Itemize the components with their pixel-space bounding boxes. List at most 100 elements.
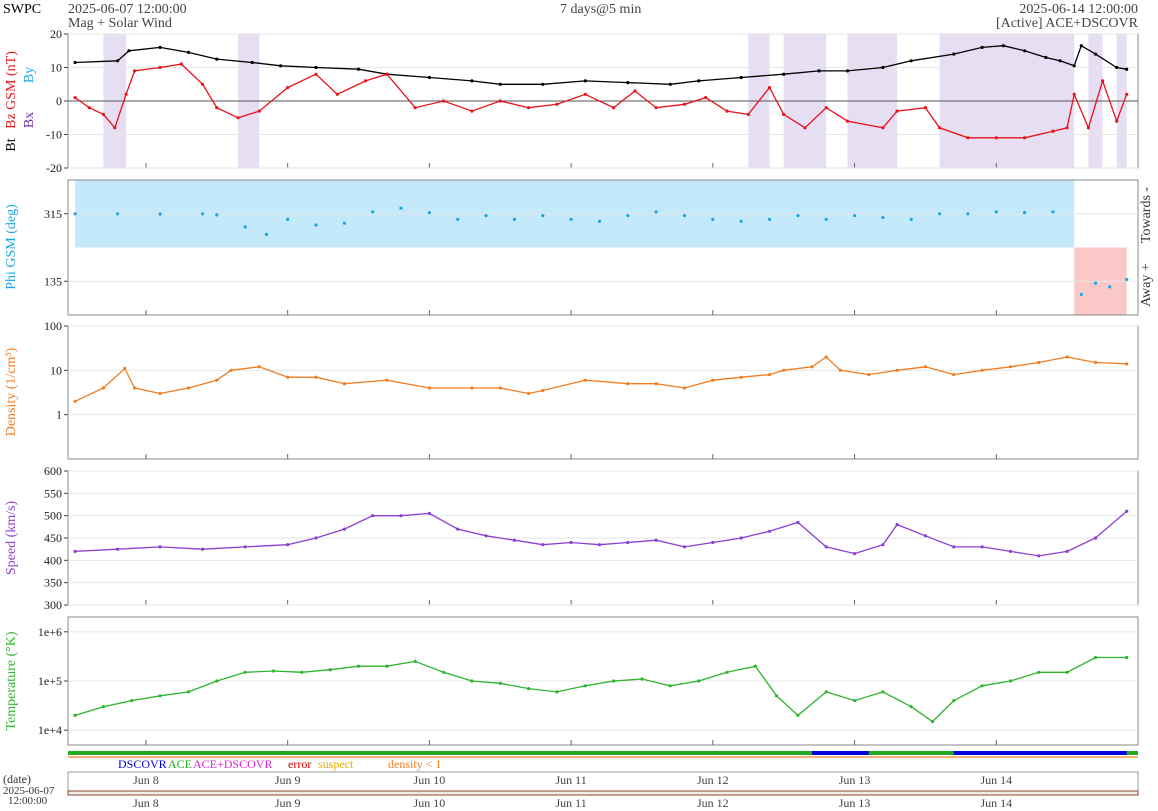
temperature-point <box>328 668 332 672</box>
speed-point <box>456 527 460 531</box>
phi-ytick-label: 135 <box>44 274 62 288</box>
speed-point <box>158 545 162 549</box>
bz-point <box>654 106 658 110</box>
bz-point <box>966 136 970 140</box>
date-corner-date: 2025-06-07 <box>3 785 55 797</box>
density-point <box>498 386 502 390</box>
speed-series-line <box>75 510 1128 557</box>
temperature-point <box>271 669 276 673</box>
bt-series-line <box>75 44 1127 85</box>
bz-axis-label: Bz GSM (nT) <box>4 51 19 129</box>
phi-point <box>796 214 800 218</box>
phi-point <box>541 214 545 218</box>
temperature-point <box>470 679 474 683</box>
density-point <box>229 368 233 372</box>
temperature-ytick-label: 1e+4 <box>38 723 62 737</box>
phi-point <box>116 212 120 216</box>
bz-point <box>725 109 729 113</box>
bz-point <box>583 92 587 96</box>
phi-point <box>994 210 998 214</box>
bt-point <box>127 49 131 53</box>
density-point <box>123 366 127 371</box>
speed-point <box>201 547 205 551</box>
speed-point <box>895 523 899 527</box>
bz-point <box>803 126 807 130</box>
ace-source-bar <box>68 751 1138 755</box>
density-ytick-label: 10 <box>50 363 62 377</box>
legend-ace: ACE <box>168 757 192 771</box>
bz-point <box>1051 129 1055 133</box>
density-point <box>980 368 984 372</box>
density-point <box>867 373 871 377</box>
density-point <box>470 386 474 390</box>
bz-point <box>845 119 850 123</box>
bt-point <box>817 69 821 73</box>
temperature-point <box>442 670 446 674</box>
speed-point <box>512 538 517 542</box>
bt-point <box>881 65 885 70</box>
phi-point <box>73 212 77 216</box>
away-label: Away + <box>1139 263 1154 307</box>
temperature-point <box>158 694 162 698</box>
bz-point <box>113 126 117 130</box>
density-point <box>1008 365 1013 369</box>
bz-point <box>201 82 205 86</box>
speed-ytick-label: 400 <box>44 553 62 567</box>
phi-point <box>512 217 517 221</box>
speed-point <box>371 514 375 518</box>
bz-point <box>1065 126 1069 130</box>
legend-ace-dscovr: ACE+DSCOVR <box>193 757 272 771</box>
phi-point <box>286 217 290 221</box>
temperature-point <box>753 664 758 668</box>
phi-point <box>158 212 162 216</box>
speed-point <box>626 540 630 545</box>
bz-point <box>179 62 183 66</box>
bt-point <box>1093 52 1098 56</box>
speed-ytick-label: 300 <box>44 598 62 612</box>
time-span: 7 days@5 min <box>560 2 642 17</box>
temperature-point <box>1125 655 1129 660</box>
temperature-point <box>186 690 191 694</box>
phi-point <box>682 214 687 218</box>
bz-point <box>782 112 786 116</box>
density-point <box>1125 362 1129 366</box>
density-point <box>427 386 431 390</box>
date-corner-time: 12:00:00 <box>8 795 48 807</box>
temperature-point <box>130 699 134 703</box>
date-label-upper: Jun 9 <box>275 773 301 787</box>
phi-point <box>215 213 219 217</box>
temperature-series-line <box>74 656 1127 723</box>
density-point <box>73 399 77 403</box>
bt-point <box>470 79 474 83</box>
temperature-point <box>640 677 644 681</box>
phi-point <box>1051 210 1055 214</box>
phi-point <box>314 223 318 227</box>
bz-point <box>133 69 137 73</box>
mag-ytick-label: 10 <box>50 61 62 75</box>
temperature-point <box>930 719 935 724</box>
legend-error: error <box>288 757 311 771</box>
bz-point <box>1115 119 1119 123</box>
speed-point <box>484 534 488 538</box>
bz-point <box>527 106 531 110</box>
bz-point <box>1125 92 1129 96</box>
temperature-ytick-label: 1e+5 <box>38 674 62 688</box>
bt-point <box>739 75 743 80</box>
temperature-ytick-label: 1e+6 <box>38 625 62 639</box>
temperature-point <box>215 679 219 683</box>
bt-point <box>158 45 162 50</box>
density-series-line <box>74 356 1127 402</box>
speed-point <box>923 534 928 538</box>
bt-point <box>909 59 913 63</box>
date-label-lower: Jun 10 <box>414 796 446 810</box>
bt-point <box>1079 44 1083 48</box>
date-label-lower: Jun 8 <box>133 796 159 810</box>
bz-point <box>923 106 928 110</box>
bz-point <box>413 106 417 110</box>
legend-suspect: suspect <box>318 757 354 771</box>
bz-point <box>158 65 162 70</box>
bt-point <box>697 79 701 83</box>
date-label-lower: Jun 13 <box>839 796 871 810</box>
density-axis-label: Density (1/cm³) <box>4 347 19 436</box>
bz-point <box>704 96 708 100</box>
